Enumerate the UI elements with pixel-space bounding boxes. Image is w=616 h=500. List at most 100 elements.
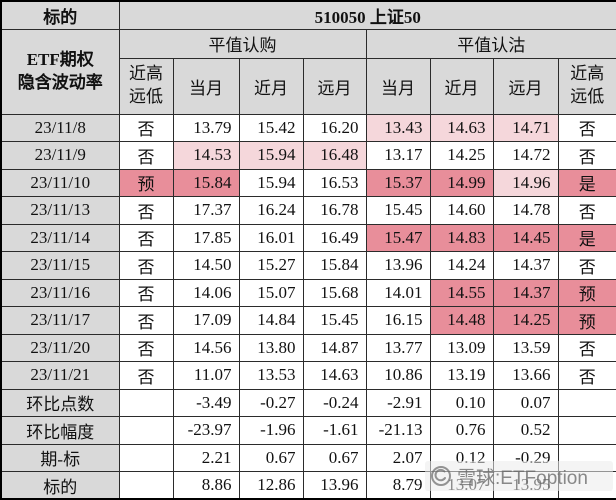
value-cell: 0.52	[492, 416, 559, 445]
date-cell: 23/11/10	[0, 168, 120, 197]
value-cell: 11.07	[172, 361, 240, 390]
value-cell: 14.63	[429, 113, 494, 142]
value-cell: 0.76	[429, 416, 494, 445]
value-cell: 14.24	[429, 251, 494, 280]
value-cell: 13.80	[238, 333, 304, 362]
value-cell: 14.06	[172, 278, 240, 307]
corner-label: 标的	[0, 0, 120, 30]
call-month-header-far: 远月	[302, 57, 367, 115]
value-cell: 14.50	[172, 251, 240, 280]
value-cell: 0.07	[492, 388, 559, 417]
value-cell: 14.45	[492, 223, 559, 252]
flag-cell	[118, 388, 174, 417]
value-cell: 10.86	[365, 361, 431, 390]
flag-cell	[118, 443, 174, 472]
summary-row: 标的 8.86 12.86 13.96 8.79 13.07 13.95	[0, 471, 616, 500]
flag-cell: 否	[118, 251, 174, 280]
underlying-title: 510050 上证50	[118, 0, 616, 30]
value-cell: 13.17	[365, 141, 431, 170]
value-cell: 16.20	[302, 113, 367, 142]
value-cell: 14.25	[492, 306, 559, 335]
value-cell: 15.45	[365, 196, 431, 225]
value-cell: 13.95	[492, 471, 559, 500]
flag-cell	[118, 416, 174, 445]
value-cell: 16.01	[238, 223, 304, 252]
summary-row: 环比点数 -3.49 -0.27 -0.24 -2.91 0.10 0.07	[0, 388, 616, 417]
value-cell: 13.77	[365, 333, 431, 362]
flag-cell: 否	[557, 141, 616, 170]
flag-cell: 否	[118, 361, 174, 390]
value-cell: 13.53	[238, 361, 304, 390]
value-cell: 16.49	[302, 223, 367, 252]
summary-label-cell: 标的	[0, 471, 120, 500]
flag-cell: 否	[118, 141, 174, 170]
summary-row: 期-标 2.21 0.67 0.67 2.07 0.12 -0.29	[0, 443, 616, 472]
date-cell: 23/11/16	[0, 278, 120, 307]
flag-header-right: 近高 远低	[557, 57, 616, 115]
value-cell: 8.79	[365, 471, 431, 500]
flag-cell: 否	[557, 251, 616, 280]
value-cell: 14.56	[172, 333, 240, 362]
table-row: 23/11/10 预 15.84 15.94 16.53 15.37 14.99 14.96 是	[0, 168, 616, 197]
date-cell: 23/11/9	[0, 141, 120, 170]
flag-header-right-line1: 近高	[570, 64, 605, 84]
flag-cell: 否	[118, 333, 174, 362]
value-cell: -0.24	[302, 388, 367, 417]
flag-header-right-line2: 远低	[570, 87, 605, 106]
flag-cell: 预	[118, 168, 174, 197]
flag-cell: 否	[557, 113, 616, 142]
value-cell: 14.53	[172, 141, 240, 170]
call-month-header-near: 近月	[238, 57, 304, 115]
value-cell: 13.96	[365, 251, 431, 280]
value-cell: 15.68	[302, 278, 367, 307]
table-row: 23/11/8 否 13.79 15.42 16.20 13.43 14.63 14.71 否	[0, 113, 616, 142]
value-cell: 15.42	[238, 113, 304, 142]
flag-cell: 否	[118, 113, 174, 142]
value-cell: 14.63	[302, 361, 367, 390]
flag-cell: 否	[118, 278, 174, 307]
value-cell: 15.47	[365, 223, 431, 252]
value-cell: 8.86	[172, 471, 240, 500]
value-cell: 12.86	[238, 471, 304, 500]
value-cell: 15.84	[302, 251, 367, 280]
date-cell: 23/11/14	[0, 223, 120, 252]
flag-cell: 是	[557, 223, 616, 252]
value-cell: 14.72	[492, 141, 559, 170]
table-row: 23/11/20 否 14.56 13.80 14.87 13.77 13.09 13.59 否	[0, 333, 616, 362]
call-month-header-current: 当月	[172, 57, 240, 115]
flag-cell	[557, 416, 616, 445]
value-cell: -23.97	[172, 416, 240, 445]
value-cell: 2.21	[172, 443, 240, 472]
flag-cell	[557, 388, 616, 417]
summary-row: 环比幅度 -23.97 -1.96 -1.61 -21.13 0.76 0.52	[0, 416, 616, 445]
summary-label-cell: 环比幅度	[0, 416, 120, 445]
call-group-header: 平值认购	[118, 28, 367, 59]
flag-header-left-line1: 近高	[129, 64, 163, 84]
flag-cell: 否	[118, 223, 174, 252]
value-cell: 14.37	[492, 278, 559, 307]
put-group-header: 平值认沽	[365, 28, 616, 59]
value-cell: 15.94	[238, 141, 304, 170]
value-cell: 0.67	[302, 443, 367, 472]
flag-cell: 是	[557, 168, 616, 197]
value-cell: 17.85	[172, 223, 240, 252]
flag-header-left-line2: 远低	[129, 87, 163, 106]
date-cell: 23/11/20	[0, 333, 120, 362]
value-cell: 17.37	[172, 196, 240, 225]
flag-cell: 否	[557, 333, 616, 362]
flag-cell: 否	[557, 361, 616, 390]
value-cell: 13.79	[172, 113, 240, 142]
value-cell: 14.48	[429, 306, 494, 335]
value-cell: 14.83	[429, 223, 494, 252]
summary-label-cell: 期-标	[0, 443, 120, 472]
value-cell: 15.94	[238, 168, 304, 197]
value-cell: 14.71	[492, 113, 559, 142]
value-cell: 16.24	[238, 196, 304, 225]
value-cell: 13.19	[429, 361, 494, 390]
value-cell: 17.09	[172, 306, 240, 335]
flag-cell	[118, 471, 174, 500]
value-cell: 0.10	[429, 388, 494, 417]
value-cell: 15.27	[238, 251, 304, 280]
